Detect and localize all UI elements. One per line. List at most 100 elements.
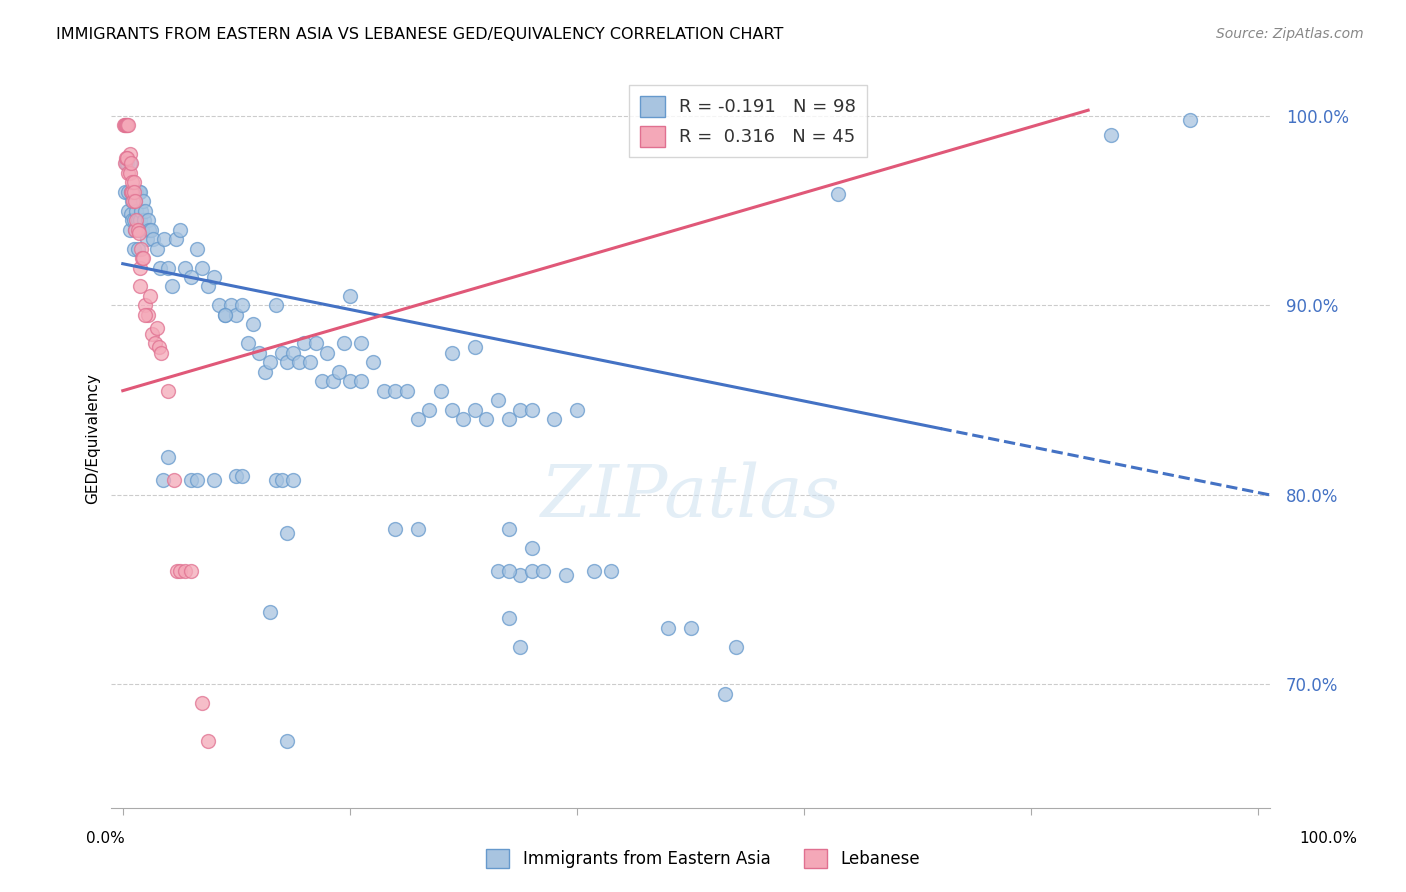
Point xyxy=(281,346,304,360)
Point xyxy=(520,541,543,555)
Point xyxy=(191,697,214,711)
Point xyxy=(1099,128,1122,142)
Point xyxy=(121,185,143,199)
Point xyxy=(143,336,166,351)
Point xyxy=(328,365,350,379)
Point xyxy=(202,473,225,487)
Point xyxy=(464,402,486,417)
Point xyxy=(134,298,156,312)
Point xyxy=(128,185,150,199)
Point xyxy=(121,175,143,189)
Point xyxy=(219,298,242,312)
Point xyxy=(131,251,153,265)
Point xyxy=(146,321,169,335)
Point xyxy=(253,365,276,379)
Point xyxy=(294,336,316,351)
Point xyxy=(174,564,197,578)
Point xyxy=(117,203,139,218)
Point xyxy=(135,232,157,246)
Point xyxy=(129,203,152,218)
Point xyxy=(276,525,298,540)
Point xyxy=(242,318,264,332)
Point xyxy=(231,298,253,312)
Point xyxy=(127,213,149,227)
Point xyxy=(134,213,156,227)
Point xyxy=(115,151,138,165)
Point xyxy=(146,242,169,256)
Point xyxy=(114,185,136,199)
Point xyxy=(117,156,139,170)
Point xyxy=(122,175,145,189)
Point xyxy=(202,270,225,285)
Point xyxy=(142,232,165,246)
Point xyxy=(128,260,150,275)
Point xyxy=(117,166,139,180)
Point xyxy=(270,346,292,360)
Point xyxy=(486,564,509,578)
Point xyxy=(583,564,606,578)
Legend: R = -0.191   N = 98, R =  0.316   N = 45: R = -0.191 N = 98, R = 0.316 N = 45 xyxy=(628,85,868,157)
Point xyxy=(322,374,344,388)
Point xyxy=(117,185,139,199)
Point xyxy=(311,374,333,388)
Point xyxy=(117,151,139,165)
Text: IMMIGRANTS FROM EASTERN ASIA VS LEBANESE GED/EQUIVALENCY CORRELATION CHART: IMMIGRANTS FROM EASTERN ASIA VS LEBANESE… xyxy=(56,27,783,42)
Point xyxy=(350,336,373,351)
Point xyxy=(112,119,135,133)
Point xyxy=(208,298,231,312)
Point xyxy=(132,194,155,209)
Point xyxy=(270,473,292,487)
Point xyxy=(125,213,148,227)
Point xyxy=(169,222,191,236)
Point xyxy=(543,412,565,426)
Point xyxy=(214,308,236,322)
Point xyxy=(725,640,748,654)
Point xyxy=(299,355,322,369)
Point xyxy=(498,564,520,578)
Text: Source: ZipAtlas.com: Source: ZipAtlas.com xyxy=(1216,27,1364,41)
Point xyxy=(165,232,187,246)
Point xyxy=(127,242,149,256)
Point xyxy=(120,207,142,221)
Point xyxy=(509,640,531,654)
Text: 100.0%: 100.0% xyxy=(1299,831,1358,846)
Legend: Immigrants from Eastern Asia, Lebanese: Immigrants from Eastern Asia, Lebanese xyxy=(479,842,927,875)
Point xyxy=(486,393,509,408)
Point xyxy=(276,355,298,369)
Point xyxy=(128,227,150,241)
Text: ZIPatlas: ZIPatlas xyxy=(541,462,841,533)
Point xyxy=(281,473,304,487)
Point xyxy=(305,336,328,351)
Point xyxy=(128,185,150,199)
Point xyxy=(520,564,543,578)
Point xyxy=(180,270,202,285)
Point xyxy=(132,251,155,265)
Point xyxy=(509,402,531,417)
Point xyxy=(120,156,142,170)
Point xyxy=(197,279,219,293)
Point xyxy=(498,611,520,625)
Point xyxy=(418,402,440,417)
Point xyxy=(259,355,281,369)
Point xyxy=(197,734,219,748)
Point xyxy=(122,185,145,199)
Point xyxy=(124,194,146,209)
Point xyxy=(180,564,202,578)
Point xyxy=(120,185,142,199)
Point xyxy=(520,402,543,417)
Point xyxy=(259,606,281,620)
Point xyxy=(475,412,498,426)
Point xyxy=(121,194,143,209)
Point xyxy=(150,346,173,360)
Point xyxy=(114,119,136,133)
Point xyxy=(134,203,156,218)
Point xyxy=(531,564,554,578)
Point xyxy=(565,402,588,417)
Point xyxy=(339,374,361,388)
Point xyxy=(406,412,429,426)
Point xyxy=(464,340,486,354)
Point xyxy=(713,687,735,701)
Point xyxy=(124,222,146,236)
Point xyxy=(120,185,142,199)
Point xyxy=(125,185,148,199)
